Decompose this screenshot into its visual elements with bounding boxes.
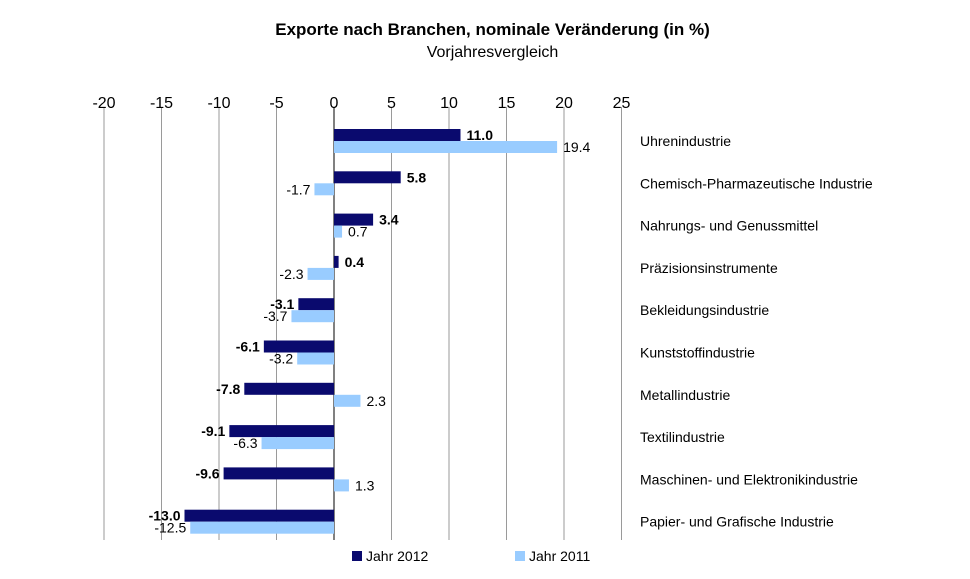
category-label: Metallindustrie [640, 387, 730, 403]
x-tick-label: 5 [387, 95, 396, 112]
bar-2012 [298, 298, 334, 311]
bar-2011 [297, 352, 334, 365]
x-tick-label: 0 [330, 95, 339, 112]
data-label-2012: -6.1 [236, 339, 260, 355]
data-label-2011: 0.7 [348, 224, 368, 240]
bar-2012 [334, 213, 374, 226]
bar-2011 [334, 479, 349, 492]
bar-2012 [229, 425, 334, 438]
data-label-2012: 3.4 [379, 212, 399, 228]
data-label-2012: -9.6 [195, 465, 219, 481]
data-label-2011: 19.4 [563, 139, 590, 155]
bar-2011 [334, 225, 343, 238]
data-label-2012: -7.8 [216, 381, 240, 397]
x-tick-label: 25 [613, 95, 631, 112]
bars [184, 129, 558, 534]
category-label: Nahrungs- und Genussmittel [640, 218, 818, 234]
legend-swatch-2011 [515, 551, 525, 561]
x-tick-label: 15 [498, 95, 516, 112]
category-label: Maschinen- und Elektronikindustrie [640, 471, 858, 487]
data-label-2012: 0.4 [345, 254, 365, 270]
chart-subtitle: Vorjahresvergleich [426, 44, 559, 61]
bar-2012 [334, 255, 339, 268]
chart-title: Exporte nach Branchen, nominale Veränder… [275, 20, 710, 39]
data-label-2011: 1.3 [355, 477, 375, 493]
bar-2011 [307, 267, 334, 280]
bar-2011 [261, 437, 334, 450]
x-tick-label: -20 [92, 95, 115, 112]
bar-2012 [334, 129, 461, 141]
x-tick-label: -5 [269, 95, 283, 112]
legend-item-2012: Jahr 2012 [352, 548, 428, 564]
category-label: Chemisch-Pharmazeutische Industrie [640, 175, 873, 191]
bar-2011 [334, 394, 361, 407]
x-tick-label: -10 [207, 95, 230, 112]
category-labels: Uhrenindustrie Chemisch-Pharmazeutische I… [640, 133, 873, 530]
category-label: Textilindustrie [640, 429, 725, 445]
data-label-2011: 2.3 [366, 393, 386, 409]
data-label-2012: -9.1 [201, 423, 225, 439]
data-label-2011: -12.5 [154, 520, 186, 536]
x-tick-label: 20 [555, 95, 573, 112]
data-label-2012: 5.8 [407, 169, 427, 185]
category-label: Kunststoffindustrie [640, 345, 755, 361]
bar-2012 [334, 171, 401, 184]
gridlines [103, 107, 622, 540]
category-label: Papier- und Grafische Industrie [640, 514, 834, 530]
legend-label-2011: Jahr 2011 [529, 548, 591, 564]
legend-item-2011: Jahr 2011 [515, 548, 590, 564]
bar-2011 [190, 521, 334, 534]
data-label-2012: 11.0 [467, 127, 494, 143]
category-label: Uhrenindustrie [640, 133, 731, 149]
bar-2012 [263, 340, 334, 353]
bar-2011 [314, 183, 334, 196]
data-label-2011: -3.2 [269, 351, 293, 367]
data-label-2012: -3.1 [270, 296, 294, 312]
data-label-2011: -2.3 [279, 266, 303, 282]
bar-2011 [334, 141, 558, 153]
bar-2011 [291, 310, 334, 323]
x-tick-label: -15 [150, 95, 173, 112]
data-label-2011: -1.7 [286, 181, 310, 197]
category-label: Präzisionsinstrumente [640, 260, 778, 276]
legend-label-2012: Jahr 2012 [366, 548, 429, 564]
bar-2012 [244, 382, 334, 395]
bar-2012 [223, 467, 334, 480]
x-tick-label: 10 [440, 95, 458, 112]
x-axis-ticks: -20 -15 -10 -5 0 5 10 15 20 25 [92, 95, 630, 112]
data-labels: 11.0 19.4 5.8 -1.7 3.4 0.7 0.4 -2.3 -3.1-3.7-6.1… [149, 127, 591, 536]
data-label-2011: -3.7 [263, 308, 287, 324]
category-label: Bekleidungsindustrie [640, 302, 769, 318]
data-label-2011: -6.3 [233, 435, 257, 451]
data-label-2012: -13.0 [149, 508, 181, 524]
legend-swatch-2012 [352, 551, 362, 561]
bar-2012 [184, 509, 334, 522]
